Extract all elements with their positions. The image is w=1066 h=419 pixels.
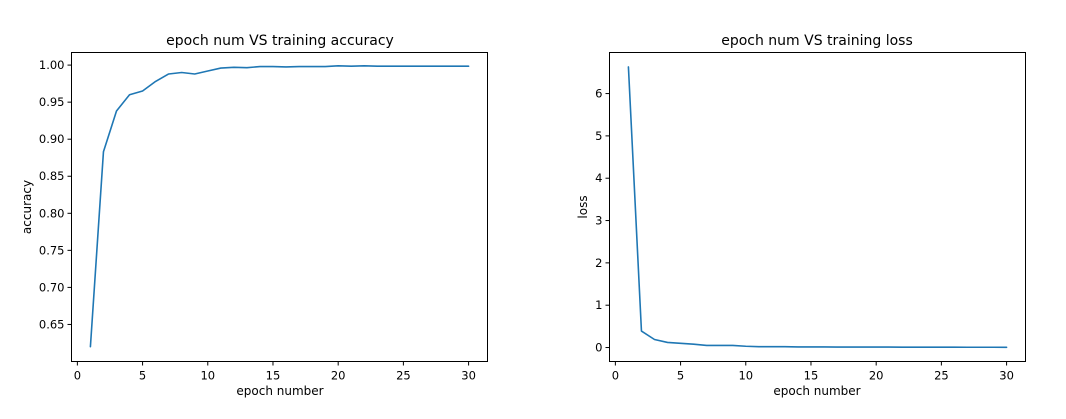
- x-tick-label: 20: [331, 369, 346, 383]
- series-line-loss: [627, 66, 1008, 349]
- y-tick-label: 0.70: [39, 280, 65, 294]
- plot-frame: [609, 52, 1026, 362]
- x-tick-label: 15: [266, 369, 281, 383]
- y-tick-label: 1: [595, 298, 602, 312]
- y-tick-label: 6: [595, 87, 602, 101]
- x-tick-label: 10: [738, 369, 753, 383]
- y-tick-label: 0.75: [39, 243, 65, 257]
- axis-ticks: 0 5 10 15 20 25 30 0.65 0.70 0.75 0.80 0.85 0.90 0.95…: [39, 58, 476, 382]
- plot-frame: [71, 52, 488, 362]
- x-tick-label: 10: [200, 369, 215, 383]
- y-tick-label: 5: [595, 129, 602, 143]
- loss-chart: epoch num VS training loss epoch number …: [576, 33, 1026, 398]
- series-line-accuracy: [89, 65, 470, 348]
- x-tick-label: 25: [934, 369, 949, 383]
- y-tick-label: 2: [595, 256, 602, 270]
- x-tick-label: 5: [677, 369, 684, 383]
- x-axis-label: epoch number: [236, 384, 323, 398]
- x-axis-label: epoch number: [773, 384, 860, 398]
- y-tick-label: 4: [595, 171, 602, 185]
- y-tick-label: 0.80: [39, 206, 65, 220]
- chart-title: epoch num VS training accuracy: [166, 33, 394, 49]
- accuracy-chart: epoch num VS training accuracy epoch num…: [20, 33, 488, 398]
- x-tick-label: 5: [139, 369, 146, 383]
- y-tick-label: 0.85: [39, 169, 65, 183]
- y-tick-label: 1.00: [39, 58, 65, 72]
- x-tick-label: 25: [396, 369, 411, 383]
- y-tick-label: 0.90: [39, 132, 65, 146]
- x-tick-label: 20: [869, 369, 884, 383]
- y-tick-label: 0.65: [39, 317, 65, 331]
- y-tick-label: 3: [595, 214, 602, 228]
- y-tick-label: 0: [595, 341, 602, 355]
- y-axis-label: accuracy: [20, 180, 34, 234]
- x-tick-label: 0: [74, 369, 81, 383]
- y-axis-label: loss: [576, 195, 590, 218]
- x-tick-label: 30: [999, 369, 1014, 383]
- x-tick-label: 0: [612, 369, 619, 383]
- x-tick-label: 30: [461, 369, 476, 383]
- x-tick-label: 15: [804, 369, 819, 383]
- axis-ticks: 0 5 10 15 20 25 30 0 1 2 3 4 5 6: [595, 87, 1014, 383]
- y-tick-label: 0.95: [39, 95, 65, 109]
- chart-title: epoch num VS training loss: [721, 33, 913, 49]
